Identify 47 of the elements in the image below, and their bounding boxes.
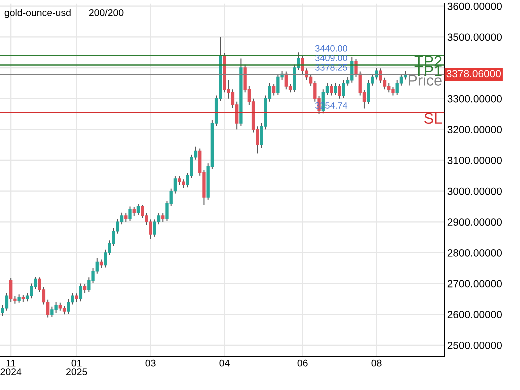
- y-tick-label: 3200.00000: [448, 126, 502, 134]
- y-tick-label: 2800.00000: [448, 249, 502, 257]
- x-tick-label: 06: [298, 360, 308, 367]
- candlestick: [54, 302, 58, 314]
- candlestick: [128, 206, 132, 222]
- x-tick-label: 08: [372, 360, 382, 367]
- candlestick: [79, 283, 83, 302]
- candlestick: [50, 306, 54, 318]
- candlestick: [388, 82, 391, 94]
- chart-subtitle: 200/200: [89, 9, 124, 16]
- candlestick: [67, 298, 70, 314]
- candlestick: [153, 219, 156, 238]
- candlestick: [149, 219, 152, 240]
- y-tick-label: 2900.00000: [448, 218, 502, 226]
- ref-line-label: Price: [408, 74, 442, 86]
- annotation: 3378.25: [316, 64, 348, 71]
- candlestick: [338, 84, 342, 100]
- candlestick: [396, 80, 399, 96]
- candlestick: [30, 283, 34, 300]
- candlestick: [342, 80, 346, 99]
- candlestick: [136, 204, 140, 216]
- ref-line-label: SL: [424, 113, 442, 124]
- text: gold-ounce-usd: [4, 9, 71, 18]
- text: 3378.06000: [446, 70, 502, 78]
- ref-line-label: TP1: [414, 66, 442, 76]
- y-tick-label: 3500.00000: [448, 34, 502, 42]
- annotation: 3440.00: [316, 45, 348, 52]
- y-tick-label: 2500.00000: [448, 342, 502, 350]
- candlestick: [367, 80, 370, 105]
- y-tick-label: 3000.00000: [448, 188, 502, 196]
- candlestick: [5, 292, 9, 312]
- y-tick-label: 2700.00000: [448, 280, 502, 288]
- x-tick-label: 03: [146, 360, 156, 367]
- x-tick-label: 01 2025: [66, 360, 88, 376]
- y-tick-label: 3100.00000: [448, 156, 502, 164]
- candlestick: [276, 74, 280, 96]
- candlestick: [10, 278, 13, 303]
- annotation: 3409.00: [316, 54, 348, 62]
- candlestick: [334, 82, 338, 96]
- x-tick-label: 04: [220, 360, 230, 367]
- candlestick: [330, 84, 334, 96]
- y-tick-label: 2600.00000: [448, 311, 502, 318]
- y-tick-label: 3600.00000: [448, 2, 502, 10]
- candlestick: [272, 84, 276, 96]
- x-tick-label: 11 2024: [0, 360, 22, 376]
- candlestick: [141, 204, 144, 219]
- y-tick-label: 3300.00000: [448, 95, 502, 103]
